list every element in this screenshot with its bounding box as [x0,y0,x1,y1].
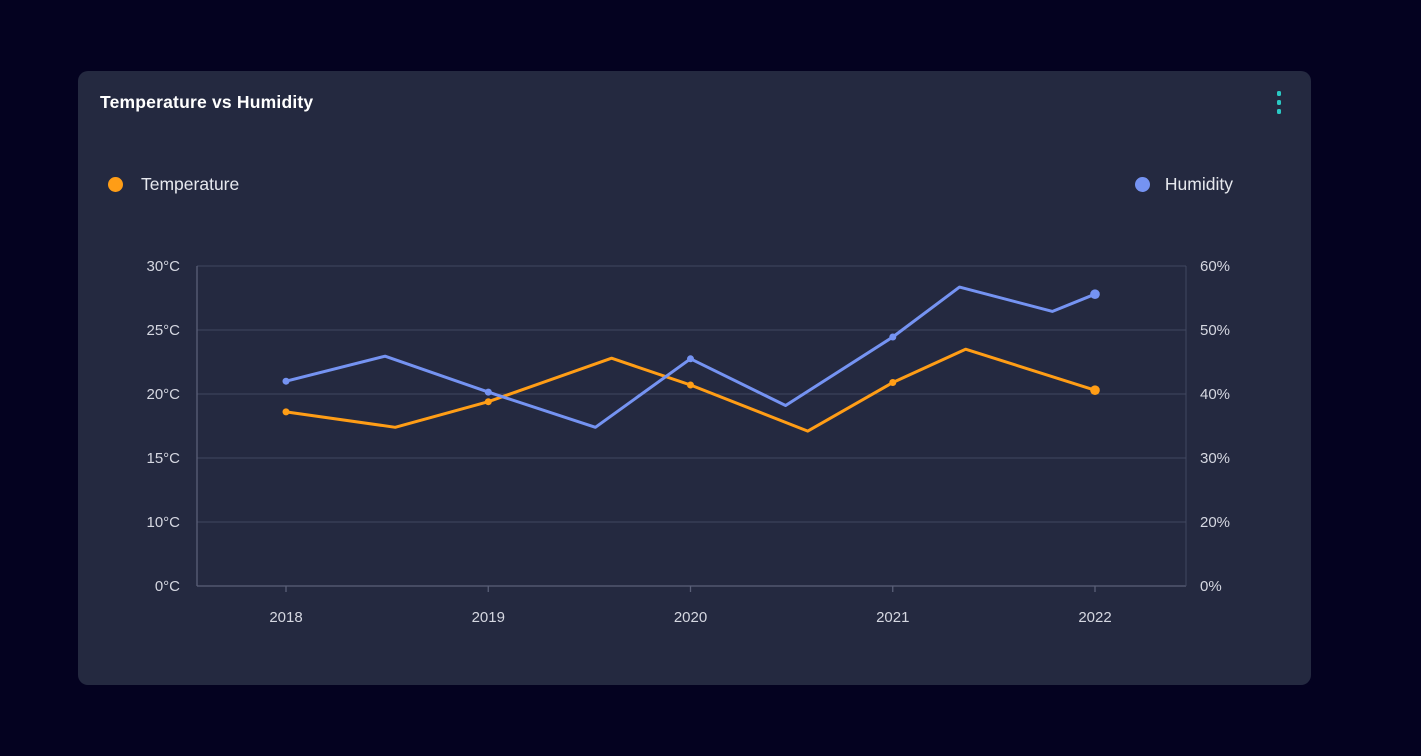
x-axis-label: 2019 [472,609,505,626]
y-axis-label-right: 20% [1200,514,1230,531]
line-chart-canvas: 2018 2019 2020 2021 2022 30°C 60% 25°C 50% 20°C 40… [146,258,1230,626]
temperature-marker [889,379,897,386]
x-axis-label: 2021 [876,609,909,626]
card-title: Temperature vs Humidity [100,92,314,112]
humidity-marker [282,377,290,385]
y-axis-label-right: 0% [1200,578,1222,595]
temperature-marker [687,381,694,389]
legend-label-temperature: Temperature [141,174,240,194]
humidity-marker [1090,289,1100,299]
kebab-menu-icon[interactable] [1271,83,1288,122]
humidity-line [284,285,1097,429]
y-axis-label-left: 0°C [155,578,180,595]
y-axis-label-right: 40% [1200,386,1230,403]
chart-card: Temperature vs Humidity Temperature Humi… [78,71,1311,685]
temperature-marker [282,408,290,416]
y-axis-label-left: 15°C [146,450,180,467]
y-axis-label-left: 25°C [146,322,180,339]
humidity-marker [687,355,694,363]
x-axis-label: 2018 [269,609,302,626]
y-axis-label-right: 30% [1200,450,1230,467]
kebab-dot [1276,91,1281,96]
humidity-marker [889,333,897,341]
temperature-legend-dot-icon [108,177,123,192]
legend-item-temperature[interactable]: Temperature [108,174,239,195]
temperature-marker [1090,385,1100,396]
x-axis-label: 2022 [1078,609,1111,626]
kebab-dot [1276,100,1281,105]
legend-item-humidity[interactable]: Humidity [1134,174,1233,195]
y-axis-label-left: 20°C [146,386,180,403]
y-axis-label-left: 30°C [146,258,180,275]
y-axis-label-right: 60% [1200,258,1230,275]
legend: Temperature Humidity [108,174,1233,195]
y-axis-label-right: 50% [1200,322,1230,339]
kebab-dot [1276,109,1281,114]
legend-label-humidity: Humidity [1164,174,1233,194]
humidity-legend-dot-icon [1134,177,1150,192]
y-axis-label-left: 10°C [146,514,180,531]
x-axis-label: 2020 [674,609,707,626]
humidity-marker [484,388,492,396]
temperature-marker [484,398,492,406]
